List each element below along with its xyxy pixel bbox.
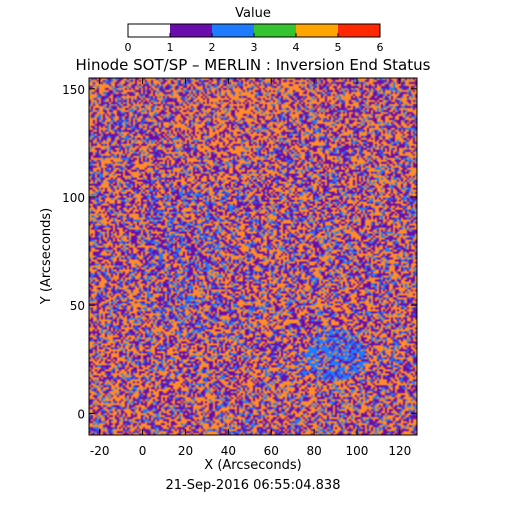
y-tick-label: 100 bbox=[62, 191, 85, 205]
x-tick-label: 80 bbox=[306, 444, 321, 458]
x-axis: -20 0 20 40 60 80 100 120 bbox=[90, 78, 411, 458]
x-tick-label: 120 bbox=[388, 444, 411, 458]
x-tick-label: -20 bbox=[90, 444, 110, 458]
colorbar-tick-label: 4 bbox=[293, 41, 300, 54]
colorbar-segment bbox=[338, 24, 381, 37]
heatmap-area bbox=[89, 78, 417, 435]
y-axis-label: Y (Arcseconds) bbox=[39, 208, 54, 305]
colorbar-ticks: 0 1 2 3 4 5 6 bbox=[125, 33, 384, 54]
heatmap-image bbox=[89, 78, 417, 435]
y-axis: 0 50 100 150 bbox=[62, 83, 417, 421]
y-tick-label: 150 bbox=[62, 83, 85, 97]
colorbar-tick-label: 2 bbox=[209, 41, 216, 54]
colorbar-segment bbox=[296, 24, 339, 37]
colorbar-tick-label: 5 bbox=[335, 41, 342, 54]
x-tick-label: 100 bbox=[346, 444, 369, 458]
colorbar-tick-label: 3 bbox=[251, 41, 258, 54]
x-tick-label: 20 bbox=[178, 444, 193, 458]
chart-title: Hinode SOT/SP – MERLIN : Inversion End S… bbox=[76, 56, 431, 74]
colorbar-tick-label: 6 bbox=[377, 41, 384, 54]
x-tick-label: 0 bbox=[139, 444, 147, 458]
colorbar-title: Value bbox=[235, 6, 271, 21]
colorbar-segment bbox=[212, 24, 255, 37]
timestamp-footer: 21-Sep-2016 06:55:04.838 bbox=[166, 478, 341, 493]
y-tick-label: 50 bbox=[70, 299, 85, 313]
colorbar-segment bbox=[170, 24, 213, 37]
plot-frame bbox=[88, 77, 418, 436]
colorbar-tick-label: 1 bbox=[167, 41, 174, 54]
colorbar-segment bbox=[128, 24, 171, 37]
colorbar-segment bbox=[254, 24, 297, 37]
x-axis-label: X (Arcseconds) bbox=[204, 458, 301, 473]
colorbar-tick-label: 0 bbox=[125, 41, 132, 54]
x-tick-label: 40 bbox=[221, 444, 236, 458]
y-tick-label: 0 bbox=[77, 407, 85, 421]
x-tick-label: 60 bbox=[264, 444, 279, 458]
